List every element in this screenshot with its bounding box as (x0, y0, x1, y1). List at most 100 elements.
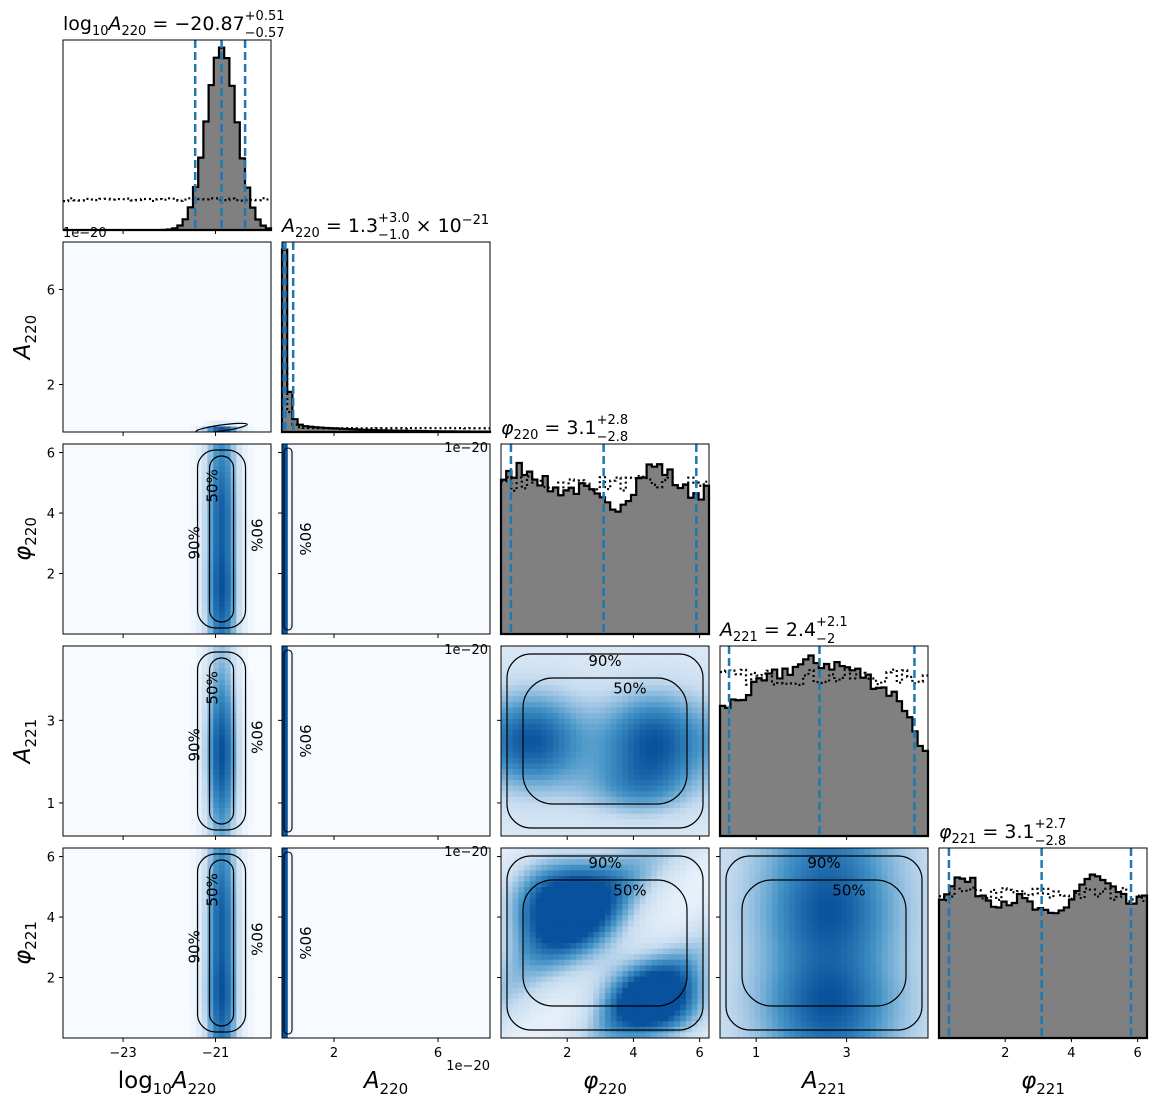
density-panel-logA220-A221: 90% 90% 50% (62, 645, 272, 837)
hist-panel-phi220: φ220 = 3.1+2.8−2.8 (499, 413, 711, 636)
density-panel-logA220-A220 (62, 241, 272, 433)
density-panel-logA220-phi221: 90% 90% 50% (62, 847, 272, 1039)
contour-label: 90% (186, 728, 204, 761)
density-panel-A220-phi220: 90% 1e−20 (281, 441, 491, 635)
y-tick-label: 2 (47, 379, 55, 394)
contour-label: 50% (204, 873, 222, 906)
hist-panel-A221: A221 = 2.4+2.1−2 (718, 615, 930, 838)
y-tick-label: 2 (47, 568, 55, 583)
panel-frame (62, 241, 272, 433)
contour-label: 90% (588, 854, 621, 872)
panel-title: A221 = 2.4+2.1 (718, 615, 848, 645)
panel-frame (62, 847, 272, 1039)
contour-label: 90% (296, 926, 314, 959)
x-tick-label: 2 (563, 1046, 571, 1061)
density-panel-A220-A221: 90% 1e−20 (281, 643, 491, 837)
x-tick-label: 2 (1001, 1046, 1009, 1061)
density-panel-phi220-A221: 90% 50% (500, 645, 710, 837)
contour-90 (283, 851, 293, 1035)
panel-background (282, 444, 490, 634)
panel-frame (281, 443, 491, 635)
x-tick-label: 3 (842, 1046, 850, 1061)
y-axis-label: φ220 (10, 517, 40, 561)
density-panel-A221-phi221: 90% 50% (719, 847, 929, 1039)
x-tick-label: 6 (695, 1046, 703, 1061)
contour-90 (283, 447, 293, 631)
contour-50 (208, 859, 235, 1027)
contour-50 (208, 455, 235, 623)
title-lower-error: −0.57 (245, 26, 285, 41)
x-tick-label: 4 (629, 1046, 637, 1061)
x-tick-label: 2 (330, 1046, 338, 1061)
contour-label: 90% (588, 652, 621, 670)
panel-title: log10A220 = −20.87+0.51 (63, 9, 285, 39)
hist-panel-logA220: log10A220 = −20.87+0.51−0.57 (62, 9, 285, 232)
x-tick-label: 6 (1133, 1046, 1141, 1061)
hist-panel-phi221: φ221 = 3.1+2.7−2.8 (937, 817, 1149, 1040)
x-axis-label: A221 (800, 1068, 846, 1098)
panel-frame (62, 645, 272, 837)
x-tick-label: 4 (1067, 1046, 1075, 1061)
x-axis-label: log10A220 (118, 1068, 217, 1098)
prior-histogram (501, 475, 709, 492)
contour-label: 90% (248, 721, 266, 754)
panel-frame (62, 39, 272, 231)
panel-frame (719, 645, 929, 837)
contour-label: 50% (832, 882, 865, 900)
contour-label: 90% (296, 724, 314, 757)
y-tick-label: 6 (47, 284, 55, 299)
panel-frame (500, 645, 710, 837)
offset-text: 1e−20 (444, 643, 488, 658)
panel-background (282, 646, 490, 836)
contour-90 (196, 651, 247, 831)
x-tick-label: −21 (202, 1046, 229, 1061)
contour-50 (741, 879, 907, 1007)
y-tick-label: 1 (47, 797, 55, 812)
x-axis-label: A220 (362, 1068, 408, 1098)
panel-background (282, 848, 490, 1038)
x-tick-label: 1 (752, 1046, 760, 1061)
contour-50 (522, 879, 688, 1007)
contour-50 (208, 657, 235, 825)
contour-90 (196, 449, 247, 629)
contour-label: 90% (296, 522, 314, 555)
panel-title: φ220 = 3.1+2.8 (501, 413, 628, 443)
offset-text: 1e−20 (63, 226, 107, 241)
contour-50 (522, 677, 688, 805)
panel-title: φ221 = 3.1+2.7 (939, 817, 1066, 847)
panel-frame (281, 645, 491, 837)
contour-label: 90% (807, 854, 840, 872)
contour-label: 50% (204, 469, 222, 502)
panel-frame (500, 847, 710, 1039)
y-tick-label: 3 (47, 714, 55, 729)
title-lower-error: −1.0 (378, 228, 410, 243)
contour-label: 50% (613, 680, 646, 698)
x-tick-label: −23 (109, 1046, 136, 1061)
contour-label: 50% (204, 671, 222, 704)
posterior-histogram (499, 461, 711, 636)
prior-histogram (63, 197, 271, 203)
density-panel-phi220-phi221: 90% 50% (500, 847, 710, 1039)
x-tick-label: 6 (434, 1046, 442, 1061)
prior-histogram (939, 886, 1147, 903)
density-panel-logA220-phi220: 90% 90% 50% (62, 443, 272, 635)
title-lower-error: −2.8 (1035, 834, 1067, 849)
panel-background (282, 242, 490, 432)
panel-frame (281, 847, 491, 1039)
posterior-histogram (718, 654, 930, 838)
y-tick-label: 4 (47, 911, 55, 926)
y-axis-label: φ221 (10, 921, 40, 965)
y-axis-label: A220 (10, 315, 40, 361)
panel-frame (281, 241, 491, 433)
contour-label: 90% (186, 526, 204, 559)
posterior-histogram (280, 248, 492, 434)
title-lower-error: −2 (816, 632, 835, 647)
x-axis-label: φ220 (583, 1068, 627, 1098)
contour-label: 90% (248, 519, 266, 552)
y-tick-label: 2 (47, 972, 55, 987)
posterior-histogram (937, 873, 1149, 1040)
contour-90 (283, 649, 293, 833)
offset-text: 1e−20 (446, 1059, 490, 1074)
panel-frame (938, 847, 1148, 1039)
